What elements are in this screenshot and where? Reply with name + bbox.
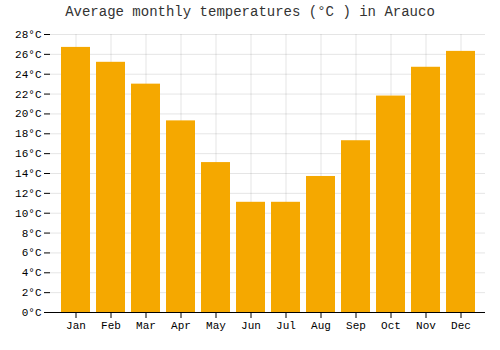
svg-text:Jun: Jun bbox=[241, 320, 261, 332]
svg-text:26°C: 26°C bbox=[15, 49, 42, 61]
svg-text:24°C: 24°C bbox=[15, 69, 42, 81]
svg-text:0°C: 0°C bbox=[22, 307, 42, 319]
svg-text:Apr: Apr bbox=[171, 320, 191, 332]
svg-text:18°C: 18°C bbox=[15, 128, 42, 140]
svg-text:20°C: 20°C bbox=[15, 108, 42, 120]
svg-text:4°C: 4°C bbox=[22, 267, 42, 279]
svg-text:22°C: 22°C bbox=[15, 89, 42, 101]
svg-text:28°C: 28°C bbox=[15, 29, 42, 41]
svg-text:8°C: 8°C bbox=[22, 228, 42, 240]
svg-text:Jul: Jul bbox=[276, 320, 296, 332]
svg-text:16°C: 16°C bbox=[15, 148, 42, 160]
svg-text:Feb: Feb bbox=[101, 320, 121, 332]
svg-text:Dec: Dec bbox=[451, 320, 471, 332]
svg-text:Sep: Sep bbox=[346, 320, 366, 332]
svg-text:Oct: Oct bbox=[381, 320, 401, 332]
svg-text:12°C: 12°C bbox=[15, 188, 42, 200]
svg-text:10°C: 10°C bbox=[15, 208, 42, 220]
svg-text:2°C: 2°C bbox=[22, 287, 42, 299]
svg-text:Nov: Nov bbox=[416, 320, 436, 332]
svg-text:Mar: Mar bbox=[136, 320, 156, 332]
html-text:Average monthly temperatures (: Average monthly temperatures (°C ) in Ar… bbox=[65, 4, 435, 20]
svg-text:Aug: Aug bbox=[311, 320, 331, 332]
svg-text:6°C: 6°C bbox=[22, 247, 42, 259]
svg-text:14°C: 14°C bbox=[15, 168, 42, 180]
svg-text:May: May bbox=[206, 320, 226, 332]
svg-text:Jan: Jan bbox=[66, 320, 86, 332]
